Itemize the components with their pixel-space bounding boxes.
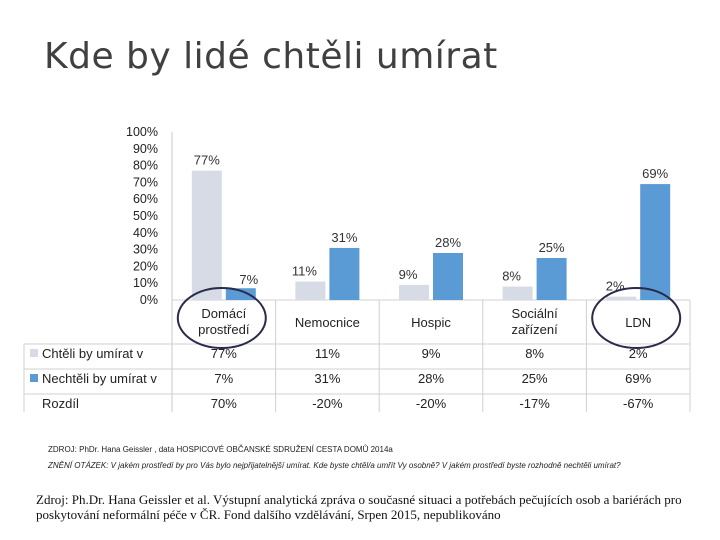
legend-label: Chtěli by umírat v [42, 346, 144, 361]
table-cell: 77% [211, 346, 237, 361]
bar [191, 170, 222, 300]
legend-label: Nechtěli by umírat v [42, 371, 157, 386]
y-tick-label: 80% [133, 159, 158, 173]
y-tick-label: 90% [133, 142, 158, 156]
data-label: 31% [331, 230, 357, 245]
y-tick-label: 0% [140, 293, 158, 307]
bar-chart: 0% 10% 20% 30% 40% 50% 60% 70% 80% 90% 100% Chtěli … [23, 125, 691, 412]
table-cell: 25% [522, 371, 548, 386]
table-cell: 31% [314, 371, 340, 386]
y-tick-label: 100% [126, 125, 158, 139]
y-tick-label: 50% [133, 209, 158, 223]
table-cell: 28% [418, 371, 444, 386]
bar [329, 247, 360, 300]
y-tick-label: 20% [133, 259, 158, 273]
table-cell: 69% [625, 371, 651, 386]
y-tick-label: 30% [133, 243, 158, 257]
table-cell: 9% [422, 346, 441, 361]
bar [536, 258, 567, 300]
category-label: Nemocnice [295, 315, 360, 330]
data-label: 7% [239, 272, 258, 287]
legend-swatch [30, 374, 38, 382]
bar [606, 296, 637, 300]
category-label: zařízení [511, 322, 558, 337]
table-cell-diff: -20% [312, 396, 343, 411]
table-cell-diff: 70% [211, 396, 237, 411]
data-label: 9% [399, 267, 418, 282]
bar [399, 284, 429, 300]
question-note: ZNĚNÍ OTÁZEK: V jakém prostředí by pro V… [48, 461, 621, 470]
data-label: 28% [435, 235, 461, 250]
table-cell: 7% [214, 371, 233, 386]
source-note: ZDROJ: PhDr. Hana Geissler , data HOSPIC… [48, 445, 393, 454]
category-label: Domácí [201, 306, 246, 321]
legend-swatch [30, 349, 38, 357]
highlight-ellipse [176, 287, 267, 349]
bar [640, 184, 671, 300]
highlight-ellipse [591, 287, 682, 349]
y-tick-label: 70% [133, 175, 158, 189]
table-cell-diff: -17% [519, 396, 550, 411]
bar [433, 252, 463, 300]
diff-row-label: Rozdíl [42, 396, 79, 411]
table-cell: 2% [629, 346, 648, 361]
bar [502, 286, 533, 300]
y-tick-label: 60% [133, 192, 158, 206]
data-label: 25% [539, 240, 565, 255]
table-cell: 8% [525, 346, 544, 361]
data-label: 8% [502, 269, 521, 284]
y-tick-label: 10% [133, 276, 158, 290]
bar [225, 288, 256, 300]
bar [295, 281, 326, 300]
page-title: Kde by lidé chtěli umírat [44, 36, 498, 77]
data-label: 11% [292, 264, 317, 279]
category-label: Hospic [411, 315, 451, 330]
data-label: 69% [642, 166, 668, 181]
table-cell-diff: -67% [623, 396, 654, 411]
y-tick-label: 40% [133, 226, 158, 240]
table-cell-diff: -20% [416, 396, 447, 411]
source-citation: Zdroj: Ph.Dr. Hana Geissler et al. Výstu… [36, 492, 682, 522]
category-label: LDN [625, 315, 651, 330]
table-cell: 11% [315, 346, 340, 361]
data-label: 77% [194, 153, 220, 168]
category-label: Sociální [511, 306, 558, 321]
category-label: prostředí [198, 322, 250, 337]
